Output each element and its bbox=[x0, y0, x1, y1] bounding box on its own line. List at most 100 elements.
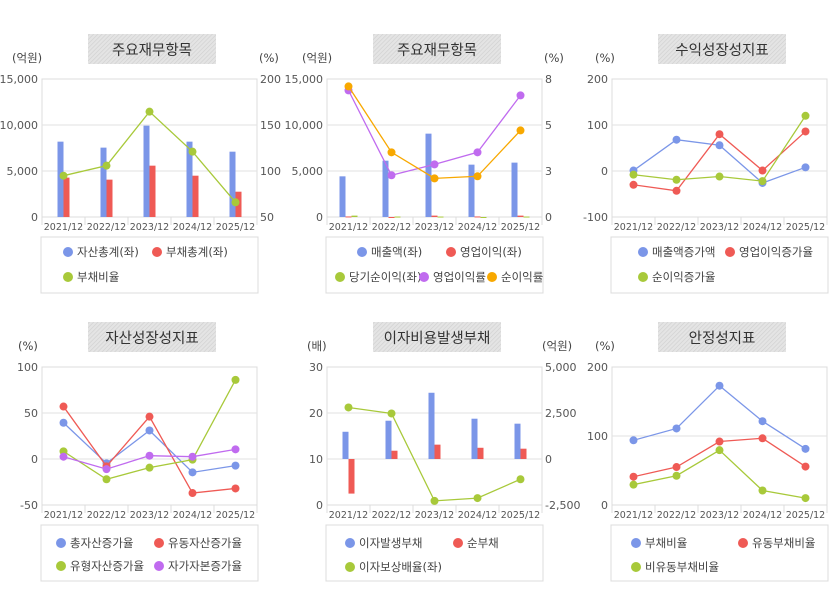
legend-marker bbox=[638, 272, 648, 282]
x-tick-label: 2022/12 bbox=[372, 222, 411, 233]
left-tick-label: 10,000 bbox=[0, 119, 38, 132]
data-point bbox=[629, 436, 638, 445]
legend-marker bbox=[152, 247, 162, 257]
bar-red bbox=[477, 447, 484, 459]
data-point bbox=[145, 107, 154, 116]
chart-panel-4: 자산성장성지표 (%) -50 0 50 100 2021/12 2022/12 2023/12… bbox=[17, 322, 259, 582]
data-point bbox=[672, 186, 681, 195]
legend-item[interactable]: 순이익증가율 bbox=[638, 270, 715, 284]
data-point bbox=[715, 381, 724, 390]
legend-item[interactable]: 부채비율 bbox=[631, 536, 687, 550]
legend-item[interactable]: 비유동부채비율 bbox=[631, 560, 719, 574]
x-tick-label: 2022/12 bbox=[657, 510, 696, 521]
legend-item[interactable]: 이자발생부채 bbox=[345, 536, 422, 550]
legend-item[interactable]: 부채비율 bbox=[63, 270, 119, 284]
data-point bbox=[801, 163, 810, 172]
legend-item[interactable]: 영업이익률 bbox=[419, 270, 486, 284]
legend-marker bbox=[154, 561, 164, 571]
data-point bbox=[344, 403, 353, 412]
legend-label: 영업이익률 bbox=[433, 270, 486, 284]
legend-label: 유동부채비율 bbox=[752, 536, 815, 550]
legend-label: 자가자본증가율 bbox=[168, 559, 242, 573]
legend-marker bbox=[453, 538, 463, 548]
chart-title: 안정성지표 bbox=[689, 330, 756, 347]
bar-green bbox=[394, 216, 401, 218]
legend-item[interactable]: 자가자본증가율 bbox=[154, 559, 242, 573]
legend-item[interactable]: 유동자산증가율 bbox=[154, 536, 242, 550]
legend-item[interactable]: 유동부채비율 bbox=[738, 536, 815, 550]
x-tick-label: 2021/12 bbox=[614, 510, 653, 521]
legend-label: 부채비율 bbox=[645, 536, 687, 550]
bar-red bbox=[520, 448, 527, 459]
bar-red bbox=[388, 217, 395, 218]
legend-item[interactable]: 부채총계(좌) bbox=[152, 245, 228, 259]
left-tick-label: 200 bbox=[587, 361, 608, 374]
bar-blue bbox=[385, 420, 392, 459]
legend-marker bbox=[63, 247, 73, 257]
bar-blue bbox=[100, 147, 107, 217]
data-point bbox=[758, 166, 767, 175]
left-unit-label: (%) bbox=[595, 339, 615, 353]
data-point bbox=[801, 444, 810, 453]
legend-marker bbox=[725, 247, 735, 257]
data-point bbox=[715, 141, 724, 150]
left-tick-label: 0 bbox=[316, 499, 323, 512]
data-point bbox=[516, 475, 525, 484]
legend-item[interactable]: 이자보상배율(좌) bbox=[345, 560, 442, 574]
chart-title: 이자비용발생부채 bbox=[384, 330, 491, 347]
x-tick-label: 2025/12 bbox=[501, 222, 540, 233]
legend-box bbox=[610, 524, 829, 582]
legend-box bbox=[325, 236, 544, 294]
right-tick-label: 0 bbox=[545, 453, 552, 466]
data-point bbox=[473, 172, 482, 181]
right-unit-label: (%) bbox=[544, 51, 564, 65]
legend-box bbox=[40, 524, 259, 582]
x-tick-label: 2023/12 bbox=[415, 222, 454, 233]
data-point bbox=[672, 175, 681, 184]
bar-blue bbox=[428, 392, 435, 459]
data-point bbox=[715, 437, 724, 446]
right-tick-label: -2,500 bbox=[545, 499, 580, 512]
legend-item[interactable]: 순이익률 bbox=[487, 270, 543, 284]
legend-item[interactable]: 매출액증가액 bbox=[638, 245, 715, 259]
chart-title-box bbox=[373, 34, 501, 64]
legend-item[interactable]: 유형자산증가율 bbox=[56, 559, 144, 573]
data-point bbox=[473, 148, 482, 157]
data-point bbox=[188, 147, 197, 156]
data-point bbox=[672, 135, 681, 144]
bar-red bbox=[474, 216, 481, 218]
left-tick-label: -50 bbox=[20, 499, 38, 512]
legend-item[interactable]: 자산총계(좌) bbox=[63, 245, 139, 259]
legend-marker bbox=[56, 538, 66, 548]
data-point bbox=[715, 130, 724, 139]
legend-marker bbox=[63, 272, 73, 282]
legend-item[interactable]: 총자산증가율 bbox=[56, 536, 133, 550]
x-tick-label: 2023/12 bbox=[700, 222, 739, 233]
bar-blue bbox=[342, 431, 349, 459]
legend-marker bbox=[631, 562, 641, 572]
right-tick-label: 100 bbox=[260, 165, 281, 178]
legend-item[interactable]: 영업이익(좌) bbox=[446, 245, 522, 259]
right-tick-label: 2,500 bbox=[545, 407, 577, 420]
legend-label: 매출액증가액 bbox=[652, 245, 715, 259]
legend-marker bbox=[638, 247, 648, 257]
legend-label: 유동자산증가율 bbox=[168, 536, 242, 550]
right-tick-label: 0 bbox=[545, 211, 552, 224]
right-tick-label: 50 bbox=[260, 211, 274, 224]
legend-item[interactable]: 매출액(좌) bbox=[357, 245, 422, 259]
bar-red bbox=[63, 177, 70, 217]
data-point bbox=[145, 451, 154, 460]
legend-label: 순이익증가율 bbox=[652, 270, 715, 284]
legend-label: 순이익률 bbox=[501, 270, 543, 284]
legend-item[interactable]: 순부채 bbox=[453, 536, 499, 550]
bar-red bbox=[391, 450, 398, 459]
right-tick-label: 3 bbox=[545, 165, 552, 178]
legend-marker bbox=[631, 538, 641, 548]
bar-blue bbox=[186, 141, 193, 217]
legend-item[interactable]: 당기순이익(좌) bbox=[335, 270, 421, 284]
x-tick-label: 2025/12 bbox=[786, 510, 825, 521]
bar-red bbox=[192, 175, 199, 217]
legend-label: 비유동부채비율 bbox=[645, 560, 719, 574]
legend-label: 총자산증가율 bbox=[70, 536, 133, 550]
legend-item[interactable]: 영업이익증가율 bbox=[725, 245, 813, 259]
